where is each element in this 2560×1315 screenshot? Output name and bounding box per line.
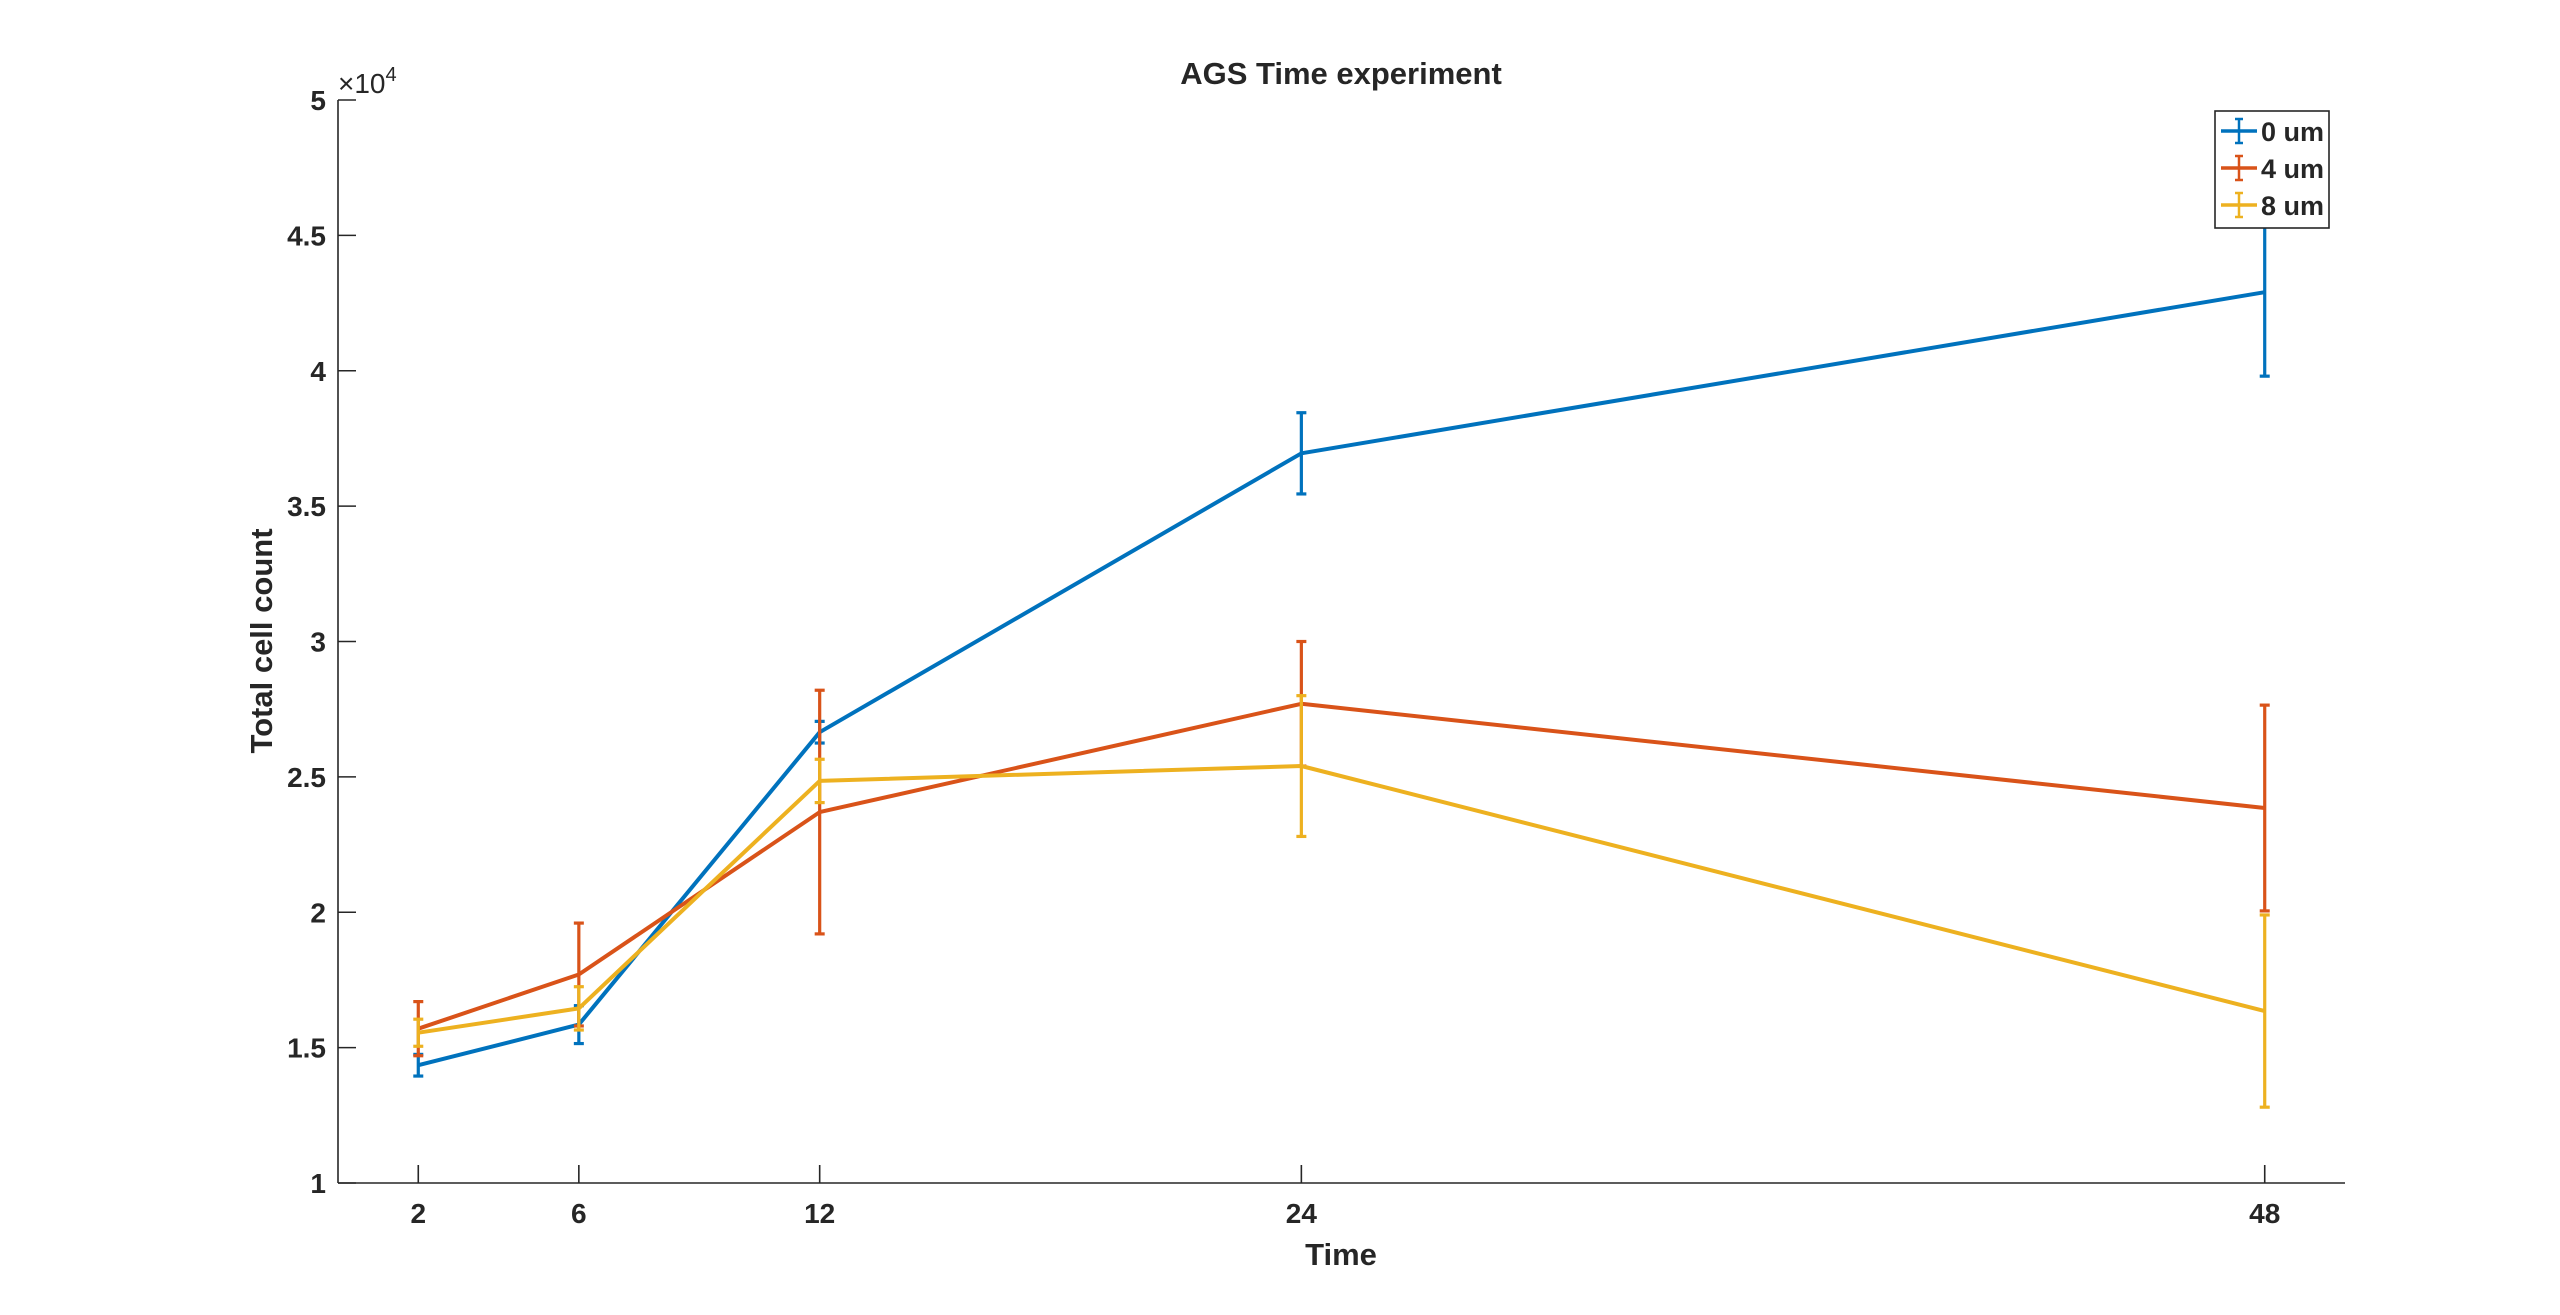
y-tick-label: 4 bbox=[310, 356, 326, 387]
y-tick-label: 2.5 bbox=[287, 762, 326, 793]
x-tick-label: 12 bbox=[804, 1198, 835, 1229]
x-tick-label: 2 bbox=[410, 1198, 426, 1229]
y-tick-label: 5 bbox=[310, 85, 326, 116]
data-layer bbox=[413, 206, 2270, 1109]
x-tick-label: 24 bbox=[1286, 1198, 1318, 1229]
legend-label: 8 um bbox=[2261, 191, 2324, 221]
y-tick-label: 3 bbox=[310, 627, 326, 658]
y-tick-label: 1.5 bbox=[287, 1033, 326, 1064]
series-2 bbox=[413, 694, 2270, 1109]
legend-label: 4 um bbox=[2261, 154, 2324, 184]
y-tick-label: 3.5 bbox=[287, 491, 326, 522]
legend-label: 0 um bbox=[2261, 117, 2324, 147]
y-exponent-power: 4 bbox=[386, 64, 397, 86]
y-axis-label: Total cell count bbox=[244, 528, 279, 753]
legend: 0 um 4 um 8 um bbox=[2214, 110, 2330, 229]
y-exponent-base: ×10 bbox=[338, 68, 386, 99]
y-tick-label: 2 bbox=[310, 897, 326, 928]
legend-item: 4 um bbox=[2221, 154, 2324, 184]
x-tick-label: 6 bbox=[571, 1198, 587, 1229]
legend-item: 0 um bbox=[2221, 117, 2324, 147]
chart-title: AGS Time experiment bbox=[1180, 56, 1502, 91]
y-tick-label: 4.5 bbox=[287, 220, 326, 251]
x-axis-label: Time bbox=[1305, 1237, 1377, 1272]
y-exponent-label: ×104 bbox=[338, 64, 397, 99]
axes-layer: 1 1.5 2 2.5 3 3.5 4 4.5 5 2 6 12 24 48 bbox=[287, 85, 2345, 1229]
plot-background bbox=[338, 100, 2345, 1183]
legend-item: 8 um bbox=[2221, 191, 2324, 221]
y-tick-label: 1 bbox=[310, 1168, 326, 1199]
x-tick-label: 48 bbox=[2249, 1198, 2280, 1229]
